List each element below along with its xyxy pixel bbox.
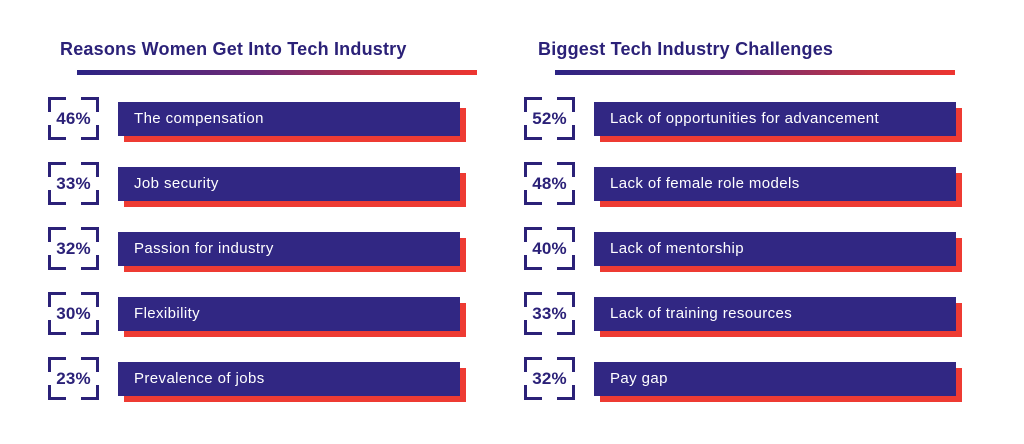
chart-row: 46% The compensation <box>48 97 460 140</box>
corner-bracket-icon <box>557 227 575 242</box>
chart-row: 30% Flexibility <box>48 292 460 335</box>
corner-bracket-icon <box>557 385 575 400</box>
bar: Flexibility <box>118 296 460 331</box>
corner-bracket-icon <box>557 255 575 270</box>
bar: Lack of female role models <box>594 166 956 201</box>
percentage-value: 32% <box>532 368 567 388</box>
corner-bracket-icon <box>524 357 542 372</box>
corner-bracket-icon <box>48 162 66 177</box>
corner-bracket-icon <box>524 320 542 335</box>
right-chart-title: Biggest Tech Industry Challenges <box>538 39 834 59</box>
chart-row: 33% Job security <box>48 162 460 205</box>
percentage-badge: 46% <box>48 97 99 140</box>
corner-bracket-icon <box>557 292 575 307</box>
corner-bracket-icon <box>81 97 99 112</box>
right-chart-column: Biggest Tech Industry Challenges 52% Lac… <box>524 0 956 400</box>
percentage-value: 48% <box>532 173 567 193</box>
bar-label: Lack of opportunities for advancement <box>610 110 880 127</box>
bar-label: The compensation <box>134 110 264 127</box>
bar-label: Lack of training resources <box>610 305 793 322</box>
chart-row: 33% Lack of training resources <box>524 292 956 335</box>
percentage-value: 40% <box>532 238 567 258</box>
gradient-underline <box>77 70 477 75</box>
corner-bracket-icon <box>81 292 99 307</box>
right-chart-rows: 52% Lack of opportunities for advancemen… <box>524 97 956 400</box>
chart-row: 32% Passion for industry <box>48 227 460 270</box>
left-chart-rows: 46% The compensation 33% Job security <box>48 97 460 400</box>
bar-label: Lack of mentorship <box>610 240 744 257</box>
bar: Job security <box>118 166 460 201</box>
corner-bracket-icon <box>524 125 542 140</box>
corner-bracket-icon <box>48 255 66 270</box>
left-chart-column: Reasons Women Get Into Tech Industry 46%… <box>48 0 477 400</box>
bar: Passion for industry <box>118 231 460 266</box>
corner-bracket-icon <box>48 385 66 400</box>
corner-bracket-icon <box>524 292 542 307</box>
percentage-badge: 30% <box>48 292 99 335</box>
percentage-value: 32% <box>56 238 91 258</box>
corner-bracket-icon <box>81 320 99 335</box>
bar: The compensation <box>118 101 460 136</box>
percentage-badge: 40% <box>524 227 575 270</box>
bar-label: Job security <box>134 175 219 192</box>
corner-bracket-icon <box>48 125 66 140</box>
corner-bracket-icon <box>48 320 66 335</box>
corner-bracket-icon <box>557 357 575 372</box>
bar-label: Flexibility <box>134 305 201 322</box>
corner-bracket-icon <box>48 227 66 242</box>
corner-bracket-icon <box>524 255 542 270</box>
corner-bracket-icon <box>524 162 542 177</box>
bar: Lack of opportunities for advancement <box>594 101 956 136</box>
chart-row: 32% Pay gap <box>524 357 956 400</box>
bar: Lack of mentorship <box>594 231 956 266</box>
percentage-badge: 32% <box>48 227 99 270</box>
corner-bracket-icon <box>81 227 99 242</box>
chart-row: 40% Lack of mentorship <box>524 227 956 270</box>
corner-bracket-icon <box>557 190 575 205</box>
bar: Prevalence of jobs <box>118 361 460 396</box>
corner-bracket-icon <box>48 357 66 372</box>
corner-bracket-icon <box>81 162 99 177</box>
percentage-badge: 52% <box>524 97 575 140</box>
corner-bracket-icon <box>81 255 99 270</box>
percentage-value: 46% <box>56 108 91 128</box>
percentage-value: 23% <box>56 368 91 388</box>
bar: Lack of training resources <box>594 296 956 331</box>
corner-bracket-icon <box>48 190 66 205</box>
percentage-badge: 33% <box>524 292 575 335</box>
corner-bracket-icon <box>81 357 99 372</box>
left-chart-title: Reasons Women Get Into Tech Industry <box>60 39 407 59</box>
corner-bracket-icon <box>524 227 542 242</box>
bar-label: Prevalence of jobs <box>134 370 265 387</box>
percentage-badge: 33% <box>48 162 99 205</box>
percentage-value: 30% <box>56 303 91 323</box>
percentage-badge: 32% <box>524 357 575 400</box>
corner-bracket-icon <box>81 385 99 400</box>
corner-bracket-icon <box>557 320 575 335</box>
gradient-underline <box>555 70 955 75</box>
percentage-value: 52% <box>532 108 567 128</box>
corner-bracket-icon <box>48 97 66 112</box>
corner-bracket-icon <box>557 97 575 112</box>
percentage-badge: 23% <box>48 357 99 400</box>
corner-bracket-icon <box>557 125 575 140</box>
corner-bracket-icon <box>81 190 99 205</box>
corner-bracket-icon <box>557 162 575 177</box>
chart-row: 48% Lack of female role models <box>524 162 956 205</box>
corner-bracket-icon <box>48 292 66 307</box>
percentage-badge: 48% <box>524 162 575 205</box>
bar-label: Pay gap <box>610 370 668 387</box>
corner-bracket-icon <box>524 190 542 205</box>
percentage-value: 33% <box>532 303 567 323</box>
percentage-value: 33% <box>56 173 91 193</box>
bar-label: Passion for industry <box>134 240 274 257</box>
corner-bracket-icon <box>524 385 542 400</box>
corner-bracket-icon <box>81 125 99 140</box>
corner-bracket-icon <box>524 97 542 112</box>
chart-row: 23% Prevalence of jobs <box>48 357 460 400</box>
chart-row: 52% Lack of opportunities for advancemen… <box>524 97 956 140</box>
bar-label: Lack of female role models <box>610 175 800 192</box>
bar: Pay gap <box>594 361 956 396</box>
